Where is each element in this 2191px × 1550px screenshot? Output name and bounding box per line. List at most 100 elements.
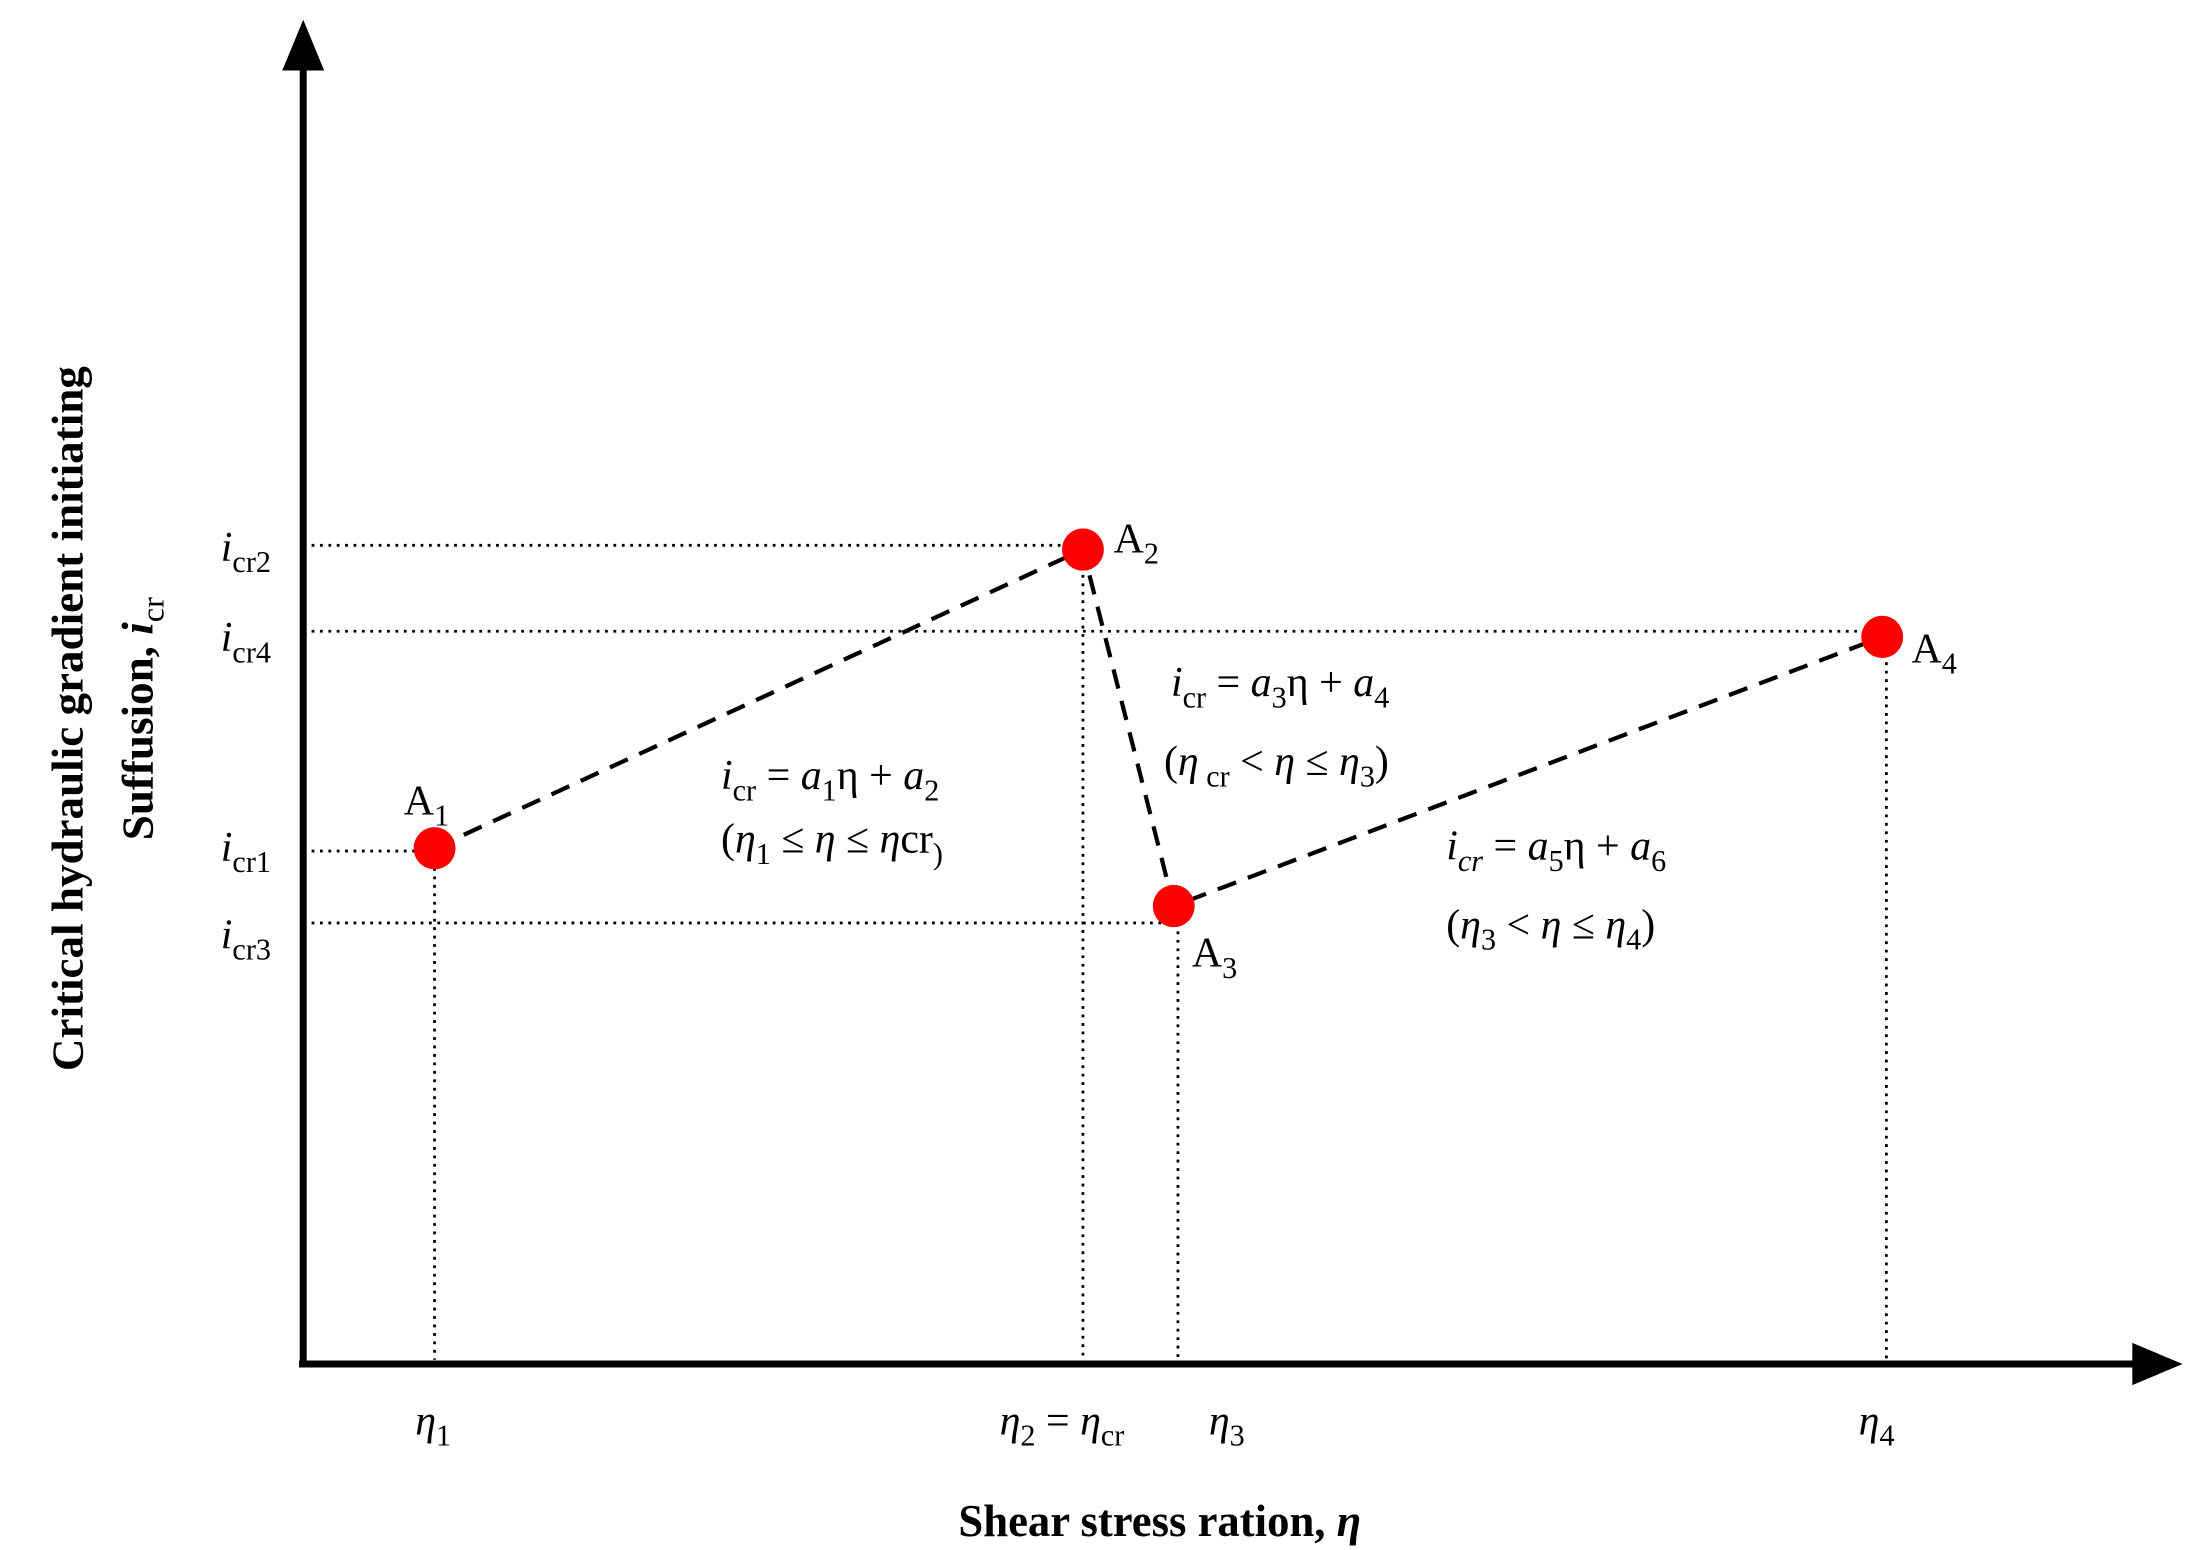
y-tick-label: icr4 [221,614,271,669]
text-part: η + [837,752,904,799]
x-tick-label: η2 = ηcr [1000,1397,1125,1452]
text-part: = [756,752,801,799]
text-part: a [1528,822,1549,869]
text-part: < [1496,901,1541,948]
text-part: η [1274,738,1295,785]
text-part: 3 [1272,680,1287,714]
text-part: η [1337,1496,1362,1546]
text-part: ≤ [771,815,815,862]
equation: icr = a5η + a6 [1446,822,1666,877]
text-part: η [415,1397,436,1444]
text-part: = [1206,659,1251,706]
text-part: ≤ [1561,901,1605,948]
y-tick-label: icr1 [221,824,271,879]
text-part: η [1859,1397,1880,1444]
text-part: η [1541,901,1562,948]
text-part: 3 [1360,759,1375,793]
text-part: ( [1446,901,1460,948]
text-part: 4 [1879,1419,1894,1453]
text-part: 3 [1481,923,1496,957]
text-part: cr [1458,844,1483,878]
text-part: 4 [1626,923,1641,957]
text-part: η [1460,901,1481,948]
x-tick-label: η3 [1209,1397,1245,1452]
x-tick-label: η4 [1859,1397,1895,1452]
text-part: i [221,911,233,958]
text-part: η + [1287,659,1354,706]
text-part: 2 [1144,537,1159,571]
text-part: 3 [1222,951,1237,985]
x-tick-label: η1 [415,1397,451,1452]
equation: icr = a1η + a2 [721,752,939,807]
point-label: A3 [1192,929,1237,984]
text-part: 3 [1230,1419,1245,1453]
text-part: a [903,752,924,799]
text-part: cr2 [232,545,271,579]
point [1061,528,1104,571]
x-arrow [2132,1342,2183,1386]
text-part: a [1353,659,1374,706]
text-part: i [1171,659,1183,706]
text-part: A [404,777,435,824]
x-axis-label: Shear stress ration, η [958,1496,1361,1546]
text-part: ( [1164,738,1178,785]
guides [303,543,1888,1360]
text-part: cr3 [232,932,271,966]
text-part: a [801,752,822,799]
text-part: i [1446,822,1458,869]
y-axis-label: Suffusion, icr [112,597,170,840]
y-axis-label: Critical hydraulic gradient initiating [43,366,93,1071]
text-part: ) [1375,738,1389,785]
text-part: 4 [1374,680,1389,714]
point [1861,615,1904,659]
text-part: Critical hydraulic gradient initiating [43,366,93,1071]
text-part: cr4 [232,635,271,669]
text-part: Suffusion, [112,635,162,840]
axes [282,19,2183,1386]
text-part: i [221,524,233,571]
text-part: ( [721,815,735,862]
text-part: A [1114,515,1145,562]
text-part: 1 [434,799,449,833]
text-part: ) [933,837,943,871]
text-part: ≤ [1295,738,1339,785]
points [413,528,1904,928]
trend-line [433,546,1883,909]
text-part: cr [1183,680,1206,714]
equation-range: (η cr < η ≤ η3) [1164,738,1389,793]
point-label: A4 [1912,625,1957,680]
text-part: 5 [1549,844,1564,878]
text-part: η [1209,1397,1230,1444]
text-part: Shear stress ration, [958,1496,1336,1546]
text-part: η [1605,901,1626,948]
text-part: = [1035,1397,1080,1444]
y-tick-label: icr2 [221,524,271,579]
point [1152,884,1195,928]
text-part: < [1230,738,1275,785]
text-part: 1 [822,773,837,807]
text-part: = [1483,822,1528,869]
equation: icr = a3η + a4 [1171,659,1389,714]
y-tick-label: icr3 [221,911,271,966]
text-part: cr [1199,759,1230,793]
text-part: η [735,815,756,862]
point-label: A1 [404,777,449,832]
text-part: cr [900,815,933,862]
text-part: A [1912,625,1943,672]
text-part: A [1192,929,1223,976]
text-part: 4 [1942,646,1957,680]
text-part: a [1251,659,1272,706]
text-part: 2 [924,773,939,807]
text-part: 6 [1651,844,1666,878]
text-part: ≤ [836,815,880,862]
equation-range: (η1 ≤ η ≤ ηcr) [721,815,943,870]
text-part: η [1178,738,1199,785]
y-arrow [282,19,325,71]
text-part: a [1630,822,1651,869]
text-part: 1 [436,1419,451,1453]
text-part: i [221,824,233,871]
text-part: η [1000,1397,1021,1444]
text-part: cr [135,597,171,622]
text-part: ) [1641,901,1655,948]
text-part: cr1 [232,845,271,879]
